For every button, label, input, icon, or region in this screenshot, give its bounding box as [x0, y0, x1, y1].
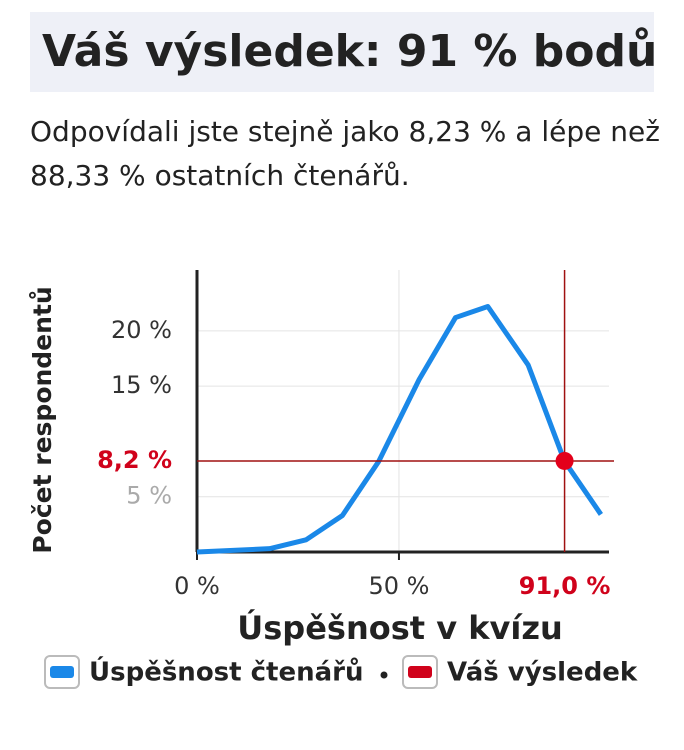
- x-tick-label: 0 %: [174, 572, 220, 600]
- x-tick-label: 50 %: [368, 572, 429, 600]
- legend-label: Úspěšnost čtenářů: [89, 656, 364, 688]
- summary: Odpovídali jste stejně jako 8,23 % a lép…: [30, 115, 660, 192]
- legend-swatch: [408, 666, 432, 678]
- result-point: [555, 451, 574, 470]
- legend-label: Váš výsledek: [447, 658, 638, 688]
- x-axis-label: Úspěšnost v kvízu: [237, 608, 562, 647]
- y-tick-label: 20 %: [111, 316, 172, 344]
- y-axis-label: Počet respondentů: [28, 286, 57, 553]
- legend-swatch: [50, 666, 74, 678]
- result-y-label: 8,2 %: [97, 446, 172, 474]
- result-x-label: 91,0 %: [519, 572, 611, 600]
- y-tick-label: 5 %: [126, 482, 172, 510]
- y-tick-label: 15 %: [111, 371, 172, 399]
- line: [196, 303, 603, 555]
- header: Váš výsledek: 91 % bodů: [30, 12, 654, 92]
- title: Váš výsledek: 91 % bodů: [42, 26, 654, 77]
- legend-separator: [380, 671, 388, 679]
